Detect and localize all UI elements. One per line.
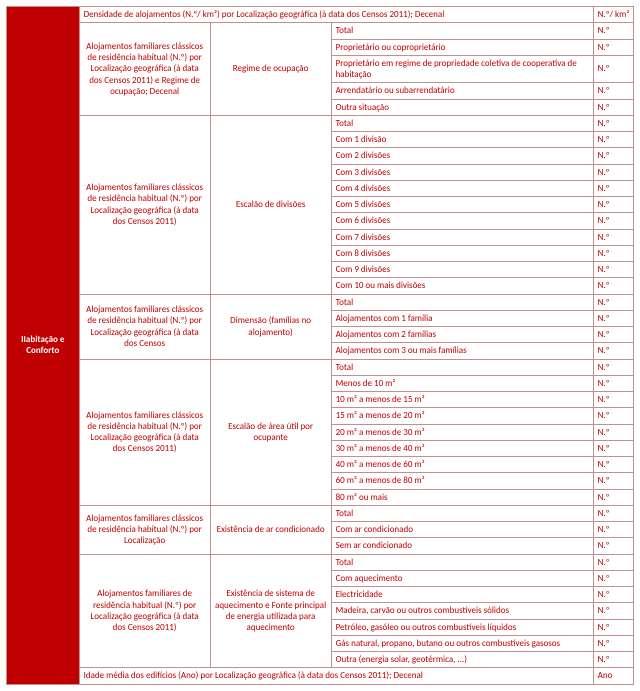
detail-cell: Alojamentos com 3 ou mais famílias (331, 343, 593, 359)
detail-cell: Petróleo, gasóleo ou outros combustíveis… (331, 619, 593, 635)
detail-cell: Total (331, 23, 593, 39)
unit-cell: N.º (593, 148, 633, 164)
unit-cell: N.º (593, 457, 633, 473)
detail-cell: Com 6 divisões (331, 213, 593, 229)
indicator-cell: Alojamentos familiares clássicos de resi… (79, 115, 210, 294)
detail-cell: Madeira, carvão ou outros combustíveis s… (331, 603, 593, 619)
unit-cell: N.º (593, 473, 633, 489)
detail-cell: 40 m² a menos de 60 m² (331, 457, 593, 473)
unit-cell: N.º (593, 554, 633, 570)
sidebar-category: IIabitação e Conforto (7, 7, 80, 685)
unit-cell: N.º (593, 55, 633, 83)
indicator-cell: Alojamentos familiares clássicos de resi… (79, 23, 210, 116)
unit-cell: N.º (593, 327, 633, 343)
unit-cell: N.º (593, 262, 633, 278)
unit-cell: N.º (593, 294, 633, 310)
age-row-unit: Ano (593, 668, 633, 684)
unit-cell: N.º (593, 603, 633, 619)
unit-cell: N.º (593, 652, 633, 668)
unit-cell: N.º (593, 489, 633, 505)
unit-cell: N.º (593, 180, 633, 196)
detail-cell: Outra situação (331, 99, 593, 115)
detail-cell: Total (331, 505, 593, 521)
unit-cell: N.º (593, 538, 633, 554)
unit-cell: N.º (593, 229, 633, 245)
indicator-cell: Alojamentos familiares clássicos de resi… (79, 505, 210, 554)
detail-cell: 10 m² a menos de 15 m² (331, 392, 593, 408)
unit-cell: N.º (593, 99, 633, 115)
detail-cell: 20 m² a menos de 30 m² (331, 424, 593, 440)
subcategory-cell: Escalão de área útil por ocupante (210, 359, 331, 505)
detail-cell: Gás natural, propano, butano ou outros c… (331, 635, 593, 651)
unit-cell: N.º (593, 505, 633, 521)
indicator-cell: Alojamentos familiares clássicos de resi… (79, 359, 210, 505)
unit-cell: N.º (593, 424, 633, 440)
indicator-cell: Alojamentos familiares de residência hab… (79, 554, 210, 668)
detail-cell: Com 9 divisões (331, 262, 593, 278)
unit-cell: N.º (593, 522, 633, 538)
unit-cell: N.º (593, 635, 633, 651)
subcategory-cell: Dimensão (famílias no alojamento) (210, 294, 331, 359)
detail-cell: Com 1 divisão (331, 132, 593, 148)
detail-cell: Com aquecimento (331, 570, 593, 586)
unit-cell: N.º (593, 343, 633, 359)
unit-cell: N.º (593, 213, 633, 229)
unit-cell: N.º (593, 83, 633, 99)
detail-cell: Proprietário ou coproprietário (331, 39, 593, 55)
detail-cell: Total (331, 359, 593, 375)
subcategory-cell: Regime de ocupação (210, 23, 331, 116)
unit-cell: N.º (593, 408, 633, 424)
detail-cell: Alojamentos com 2 famílias (331, 327, 593, 343)
unit-cell: N.º (593, 23, 633, 39)
detail-cell: Com 8 divisões (331, 245, 593, 261)
detail-cell: Outra (energia solar, geotérmica, ...) (331, 652, 593, 668)
unit-cell: N.º (593, 115, 633, 131)
detail-cell: Total (331, 115, 593, 131)
unit-cell: N.º (593, 392, 633, 408)
detail-cell: Com 3 divisões (331, 164, 593, 180)
detail-cell: Electricidade (331, 587, 593, 603)
detail-cell: Com 7 divisões (331, 229, 593, 245)
subcategory-cell: Existência de ar condicionado (210, 505, 331, 554)
detail-cell: Proprietário em regime de propriedade co… (331, 55, 593, 83)
detail-cell: Com 10 ou mais divisões (331, 278, 593, 294)
age-row-label: Idade média dos edifícios (Ano) por Loca… (79, 668, 593, 684)
unit-cell: N.º (593, 619, 633, 635)
density-row-label: Densidade de alojamentos (N.º/ km²) por … (79, 7, 593, 23)
unit-cell: N.º (593, 245, 633, 261)
unit-cell: N.º (593, 440, 633, 456)
detail-cell: Com 4 divisões (331, 180, 593, 196)
detail-cell: Total (331, 554, 593, 570)
detail-cell: 30 m² a menos de 40 m² (331, 440, 593, 456)
detail-cell: Arrendatário ou subarrendatário (331, 83, 593, 99)
detail-cell: 80 m² ou mais (331, 489, 593, 505)
detail-cell: Menos de 10 m² (331, 375, 593, 391)
subcategory-cell: Escalão de divisões (210, 115, 331, 294)
subcategory-cell: Existência de sistema de aquecimento e F… (210, 554, 331, 668)
indicator-cell: Alojamentos familiares clássicos de resi… (79, 294, 210, 359)
unit-cell: N.º (593, 278, 633, 294)
detail-cell: Com 5 divisões (331, 197, 593, 213)
detail-cell: Com ar condicionado (331, 522, 593, 538)
detail-cell: 60 m² a menos de 80 m² (331, 473, 593, 489)
unit-cell: N.º (593, 197, 633, 213)
unit-cell: N.º (593, 570, 633, 586)
unit-cell: N.º (593, 359, 633, 375)
unit-cell: N.º (593, 132, 633, 148)
detail-cell: Alojamentos com 1 família (331, 310, 593, 326)
unit-cell: N.º (593, 310, 633, 326)
detail-cell: Total (331, 294, 593, 310)
detail-cell: 15 m² a menos de 20 m² (331, 408, 593, 424)
unit-cell: N.º (593, 587, 633, 603)
density-row-unit: N.º/ km² (593, 7, 633, 23)
unit-cell: N.º (593, 39, 633, 55)
detail-cell: Com 2 divisões (331, 148, 593, 164)
detail-cell: Sem ar condicionado (331, 538, 593, 554)
unit-cell: N.º (593, 164, 633, 180)
unit-cell: N.º (593, 375, 633, 391)
